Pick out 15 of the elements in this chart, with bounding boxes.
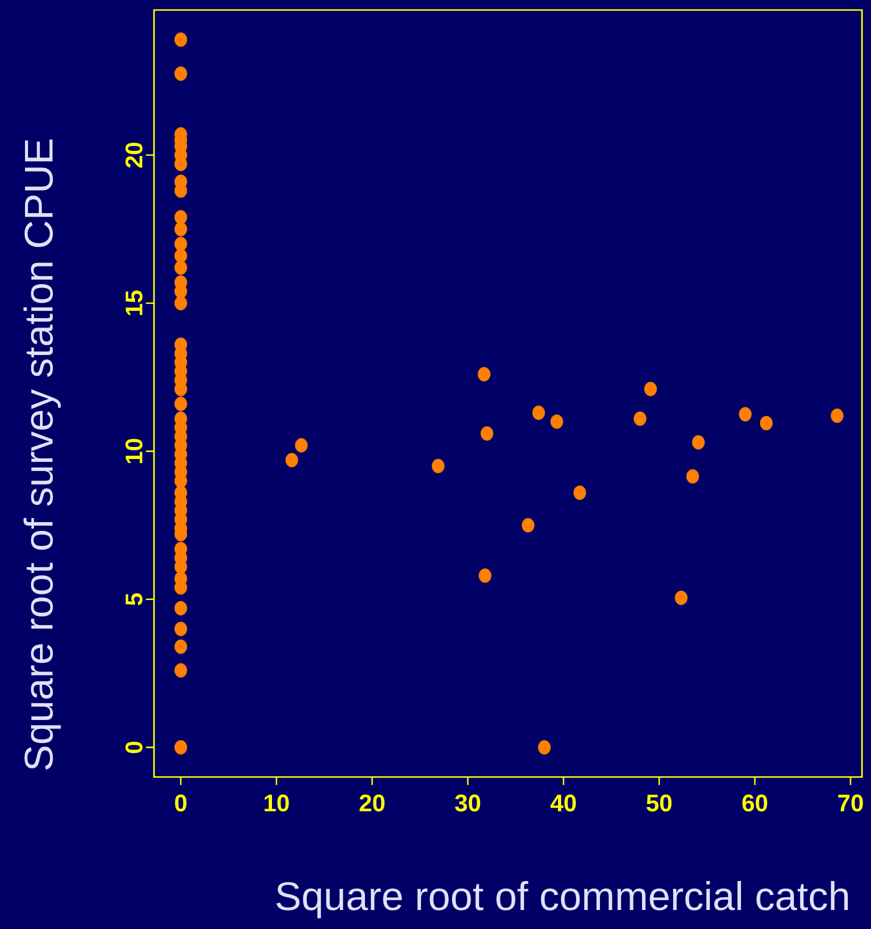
y-tick-label: 5 bbox=[126, 593, 142, 606]
x-tick-label: 50 bbox=[646, 794, 672, 812]
x-tick-label: 0 bbox=[175, 794, 186, 812]
x-tick-label: 10 bbox=[264, 794, 289, 812]
x-tick-label: 20 bbox=[360, 794, 384, 812]
x-tick-label: 70 bbox=[838, 794, 863, 812]
y-tick-label: 15 bbox=[126, 290, 142, 316]
x-tick-label: 30 bbox=[455, 794, 480, 812]
y-tick-label: 10 bbox=[125, 438, 142, 464]
x-tick-label: 40 bbox=[550, 794, 576, 812]
y-axis-title: Square root of survey station CPUE bbox=[24, 140, 61, 770]
x-axis-title: Square root of commercial catch bbox=[276, 881, 848, 918]
x-tick-label: 60 bbox=[742, 794, 768, 812]
y-tick-label: 0 bbox=[125, 742, 142, 754]
y-tick-label: 20 bbox=[125, 142, 142, 168]
